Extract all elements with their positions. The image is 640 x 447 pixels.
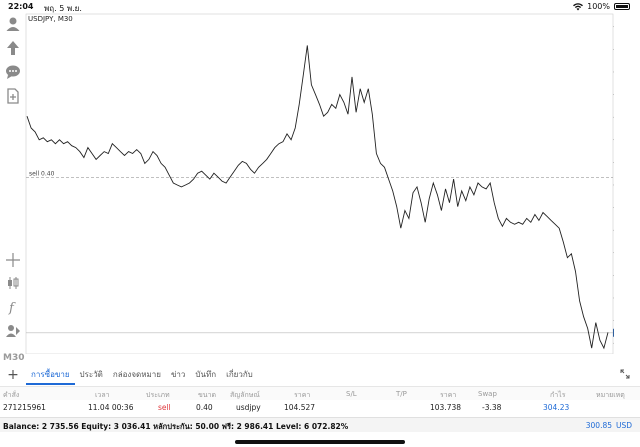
chart-canvas[interactable]: 105.295105.180105.065104.950104.835104.7… (0, 0, 614, 354)
header-swap: Swap (478, 390, 497, 398)
add-icon[interactable]: + (7, 367, 19, 383)
header-time: เวลา (95, 391, 110, 399)
home-indicator[interactable] (235, 440, 405, 444)
header-sl: S/L (346, 390, 357, 398)
order-line-label: sell 0.40 (29, 171, 55, 178)
tab-4[interactable]: บันทึก (195, 370, 217, 379)
row-current-price: 103.738 (430, 403, 462, 412)
battery-percent: 100% (587, 2, 610, 11)
header-symbol: สัญลักษณ์ (230, 391, 260, 399)
row-type: sell (158, 403, 171, 412)
row-profit: 304.23 (543, 403, 570, 412)
wifi-icon (573, 2, 584, 11)
header-volume: ขนาด (198, 391, 217, 399)
current-price-tag (613, 328, 614, 337)
header-comment: หมายเหตุ (596, 391, 625, 399)
status-date: พฤ. 5 พ.ย. (44, 4, 82, 13)
trade-tabs: + การซื้อขาย ประวัติ กล่องจดหมาย ข่าว บันทึก… (0, 365, 640, 385)
currency-label: USD (615, 421, 632, 430)
row-swap: -3.38 (482, 403, 502, 412)
header-current-price: ราคา (440, 391, 457, 399)
objects-icon[interactable] (5, 323, 21, 339)
tabs-container: การซื้อขาย ประวัติ กล่องจดหมาย ข่าว บันทึก เก… (26, 365, 258, 385)
total-profit: 300.85 (585, 421, 612, 430)
tab-2[interactable]: กล่องจดหมาย (112, 370, 161, 379)
status-right: 100% (573, 2, 630, 11)
tab-1[interactable]: ประวัติ (79, 370, 103, 379)
row-time: 11.04 00:36 (88, 403, 134, 412)
left-toolbar: f M30 (0, 14, 26, 363)
balance-bar: Balance: 2 735.56 Equity: 3 036.41 หลักป… (0, 417, 640, 432)
price-line-series (26, 45, 609, 350)
status-bar: 22:04 พฤ. 5 พ.ย. 100% (0, 0, 640, 14)
header-price: ราคา (294, 391, 311, 399)
tab-0[interactable]: การซื้อขาย (26, 365, 75, 385)
header-profit: กำไร (550, 391, 566, 399)
chart-type-icon[interactable] (5, 275, 21, 291)
tab-5[interactable]: เกี่ยวกับ (226, 370, 253, 379)
svg-text:f: f (8, 301, 16, 315)
chart-symbol-label: USDJPY, M30 (28, 15, 73, 23)
header-type: ประเภท (146, 391, 170, 399)
row-symbol: usdjpy (236, 403, 261, 412)
expand-icon[interactable] (620, 369, 630, 379)
account-icon[interactable] (5, 16, 21, 32)
new-document-icon[interactable] (5, 88, 21, 104)
trade-icon[interactable] (5, 40, 21, 56)
row-volume: 0.40 (196, 403, 213, 412)
balance-summary: Balance: 2 735.56 Equity: 3 036.41 หลักป… (3, 422, 349, 431)
tab-3[interactable]: ข่าว (170, 370, 186, 379)
row-price: 104.527 (284, 403, 316, 412)
status-time: 22:04 (8, 2, 34, 11)
positions-header: คำสั่ง เวลา ประเภท ขนาด สัญลักษณ์ ราคา S… (0, 386, 640, 400)
battery-icon (614, 3, 630, 10)
price-chart[interactable]: 105.295105.180105.065104.950104.835104.7… (25, 13, 614, 354)
crosshair-icon[interactable] (5, 252, 21, 268)
position-row[interactable]: 271215961 11.04 00:36 sell 0.40 usdjpy 1… (0, 400, 640, 417)
chart-frame (25, 13, 614, 354)
indicator-icon[interactable]: f (5, 299, 21, 315)
row-order: 271215961 (3, 403, 46, 412)
chat-icon[interactable] (5, 64, 21, 80)
header-order: คำสั่ง (3, 391, 20, 399)
header-tp: T/P (396, 390, 407, 398)
timeframe-label[interactable]: M30 (3, 353, 25, 363)
